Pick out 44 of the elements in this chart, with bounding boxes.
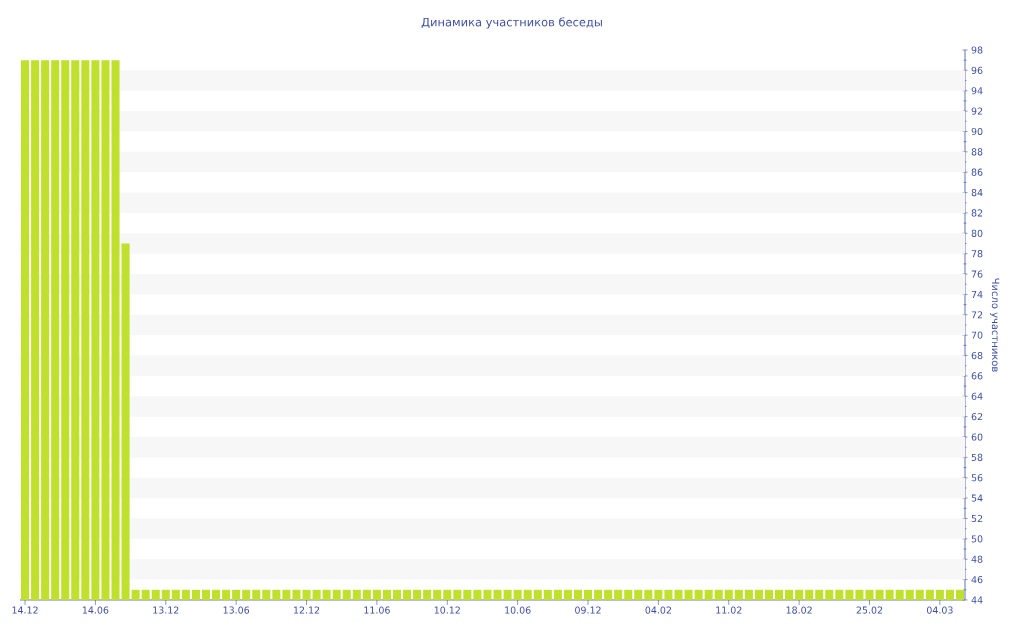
y-tick-label: 76 <box>971 270 983 278</box>
y-tick-label: 84 <box>971 188 983 197</box>
x-tick-label: 11.02 <box>716 606 742 614</box>
y-tick-label: 60 <box>971 433 983 441</box>
y-tick-label: 88 <box>971 148 983 156</box>
y-tick-label: 46 <box>971 576 983 584</box>
x-tick-label: 18.02 <box>786 606 812 614</box>
y-axis-title: Число участников <box>989 278 1000 372</box>
x-tick-label: 25.02 <box>856 606 883 614</box>
x-tick-label: 14.06 <box>82 606 109 614</box>
y-tick-label: 92 <box>971 107 983 115</box>
y-tick-label: 80 <box>971 229 983 237</box>
x-tick-label: 13.12 <box>153 606 179 614</box>
y-tick-label: 78 <box>971 250 983 258</box>
x-tick-label: 10.12 <box>434 606 460 614</box>
y-tick-label: 72 <box>971 311 983 319</box>
chart-title: Динамика участников беседы <box>421 17 602 29</box>
x-tick-label: 04.03 <box>926 606 953 614</box>
y-tick-label: 94 <box>971 87 983 95</box>
y-tick-label: 64 <box>971 392 983 400</box>
y-tick-label: 90 <box>971 127 983 136</box>
x-tick-label: 10.06 <box>505 606 531 614</box>
y-tick-label: 98 <box>971 46 983 54</box>
y-tick-label: 68 <box>971 351 983 360</box>
x-tick-label: 12.12 <box>294 606 320 614</box>
y-tick-label: 86 <box>971 168 983 176</box>
y-tick-label: 50 <box>971 535 983 543</box>
x-tick-label: 13.06 <box>223 606 250 614</box>
y-tick-label: 44 <box>971 596 983 604</box>
y-tick-label: 62 <box>971 413 983 421</box>
x-tick-label: 11.06 <box>364 606 390 614</box>
y-tick-label: 66 <box>971 372 983 380</box>
x-tick-label: 04.02 <box>645 606 671 614</box>
x-tick-label: 14.12 <box>12 606 38 614</box>
y-tick-label: 70 <box>971 331 983 339</box>
x-tick-label: 09.12 <box>575 606 601 614</box>
y-tick-label: 74 <box>971 290 983 298</box>
y-tick-label: 58 <box>971 453 983 461</box>
y-tick-label: 56 <box>971 474 983 482</box>
y-tick-label: 48 <box>971 555 983 563</box>
y-tick-label: 52 <box>971 514 983 523</box>
y-tick-label: 82 <box>971 209 983 217</box>
y-tick-label: 96 <box>971 66 983 74</box>
y-tick-label: 54 <box>971 494 983 502</box>
